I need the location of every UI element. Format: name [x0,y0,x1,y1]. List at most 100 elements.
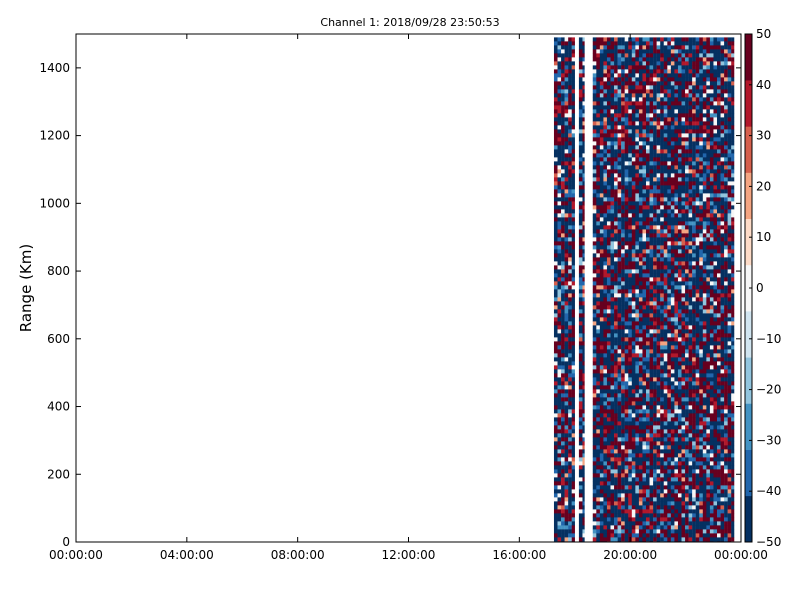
heatmap-cell [592,501,597,506]
heatmap-cell [614,169,618,174]
heatmap-cell [677,165,682,170]
heatmap-cell [677,529,682,534]
heatmap-cell [656,537,661,542]
heatmap-cell [599,221,604,226]
heatmap-cell [592,493,597,498]
heatmap-cell [553,49,558,54]
heatmap-cell [553,517,558,522]
heatmap-cell [663,389,668,394]
heatmap-cell [695,217,700,222]
heatmap-cell [557,225,562,230]
heatmap-cell [663,525,668,530]
heatmap-cell [653,261,657,266]
heatmap-cell [568,129,572,134]
heatmap-cell [557,361,562,366]
heatmap-cell [692,421,696,426]
heatmap-cell [681,229,686,234]
heatmap-cell [653,37,657,42]
heatmap-cell [578,137,583,142]
heatmap-cell [646,445,650,450]
heatmap-cell [677,65,682,70]
heatmap-cell [561,281,565,286]
heatmap-cell [603,285,608,290]
heatmap-cell [610,413,615,418]
heatmap-cell [699,497,704,502]
heatmap-cell [603,289,608,294]
heatmap-cell [553,113,558,118]
heatmap-cell [699,385,704,390]
heatmap-cell [699,153,704,158]
heatmap-cell [617,285,622,290]
heatmap-cell [617,265,622,270]
heatmap-cell [599,229,604,234]
heatmap-cell [621,361,625,366]
heatmap-cell [638,361,643,366]
heatmap-cell [677,473,682,478]
heatmap-cell [692,173,696,178]
heatmap-cell [624,89,629,94]
heatmap-cell [670,265,675,270]
heatmap-cell [557,245,562,250]
heatmap-cell [617,381,622,386]
heatmap-cell [677,293,682,298]
heatmap-cell [617,245,622,250]
heatmap-cell [635,429,640,434]
heatmap-cell [702,69,707,74]
heatmap-cell [603,85,608,90]
heatmap-cell [656,45,661,50]
heatmap-cell [649,281,654,286]
heatmap-cell [642,57,647,62]
heatmap-cell [571,245,575,250]
heatmap-cell [603,417,608,422]
heatmap-cell [603,389,608,394]
heatmap-cell [592,521,597,526]
heatmap-cell [606,297,611,302]
heatmap-cell [646,125,650,130]
heatmap-cell [617,89,622,94]
heatmap-cell [561,277,565,282]
heatmap-cell [599,413,604,418]
heatmap-cell [649,533,654,538]
heatmap-cell [631,153,636,158]
heatmap-cell [571,117,575,122]
heatmap-cell [677,137,682,142]
heatmap-cell [653,129,657,134]
heatmap-cell [635,57,640,62]
heatmap-cell [646,289,650,294]
heatmap-cell [599,169,604,174]
heatmap-cell [614,121,618,126]
heatmap-cell [660,421,664,426]
heatmap-cell [606,265,611,270]
heatmap-cell [670,101,675,106]
heatmap-cell [624,229,629,234]
heatmap-cell [695,253,700,258]
heatmap-cell [599,389,604,394]
heatmap-cell [688,481,693,486]
heatmap-cell [670,345,675,350]
heatmap-cell [674,533,679,538]
heatmap-cell [561,321,565,326]
heatmap-cell [681,457,686,462]
heatmap-cell [582,441,585,446]
heatmap-cell [699,433,704,438]
heatmap-cell [592,333,597,338]
heatmap-cell [596,437,601,442]
heatmap-cell [628,241,633,246]
heatmap-cell [646,421,650,426]
heatmap-cell [606,113,611,118]
heatmap-cell [564,297,569,302]
heatmap-cell [660,321,664,326]
heatmap-cell [677,249,682,254]
heatmap-cell [656,101,661,106]
heatmap-cell [578,357,583,362]
heatmap-cell [606,121,611,126]
heatmap-cell [596,81,601,86]
heatmap-cell [695,49,700,54]
heatmap-cell [631,401,636,406]
heatmap-cell [617,513,622,518]
heatmap-cell [638,397,643,402]
heatmap-cell [553,45,558,50]
heatmap-cell [561,53,565,58]
heatmap-cell [592,393,597,398]
heatmap-cell [628,289,633,294]
